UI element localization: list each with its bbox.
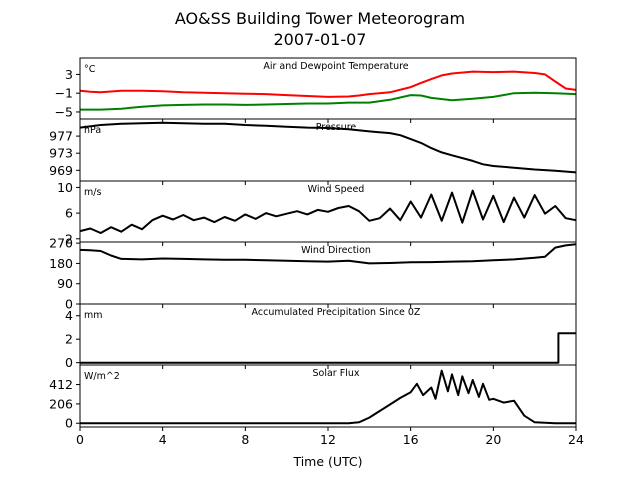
- panel-title-4: Accumulated Precipitation Since 0Z: [252, 307, 421, 318]
- panel-title-1: Pressure: [316, 122, 357, 133]
- x-tick-label-1: 4: [159, 432, 167, 447]
- panel-4: 4 2 0 Accumulated Precipitation Since 0Z mm: [65, 303, 577, 370]
- y-tick-label-3-3: 0: [65, 297, 73, 312]
- panel-unit-4: mm: [84, 310, 103, 321]
- panel-unit-2: m/s: [84, 187, 101, 198]
- panel-unit-5: W/m^2: [84, 371, 120, 382]
- series-line-5-0: [80, 369, 576, 425]
- y-tick-label-5-1: 206: [49, 396, 73, 411]
- y-tick-label-1-0: 977: [49, 129, 73, 144]
- y-tick-label-3-2: 90: [57, 276, 73, 291]
- series-line-2-0: [79, 189, 577, 234]
- x-tick-label-0: 0: [76, 432, 84, 447]
- series-line-3-0: [79, 243, 577, 265]
- panel-5: 412 206 0 Solar Flux W/m^2: [49, 364, 577, 431]
- y-tick-label-2-1: 6: [65, 206, 73, 221]
- y-tick-label-3-1: 180: [49, 256, 73, 271]
- series-line-1-0: [79, 121, 577, 174]
- figure-title-line2: 2007-01-07: [274, 30, 367, 49]
- panel-0: 3 −1 −5 Air and Dewpoint Temperature °C: [55, 57, 577, 123]
- series-line-0-1: [80, 91, 577, 111]
- panel-title-3: Wind Direction: [301, 245, 371, 256]
- panel-1: 977 973 969 Pressure hPa: [49, 118, 577, 185]
- y-tick-label-5-0: 412: [49, 377, 73, 392]
- panel-3: 270 180 90 0 Wind Direction: [49, 236, 577, 312]
- y-tick-label-3-0: 270: [49, 236, 73, 251]
- panel-title-2: Wind Speed: [308, 184, 365, 195]
- figure-title-line1: AO&SS Building Tower Meteorogram: [175, 9, 465, 28]
- x-tick-label-2: 8: [241, 432, 249, 447]
- y-tick-label-5-2: 0: [65, 416, 73, 431]
- y-tick-label-1-2: 969: [49, 163, 73, 178]
- y-tick-label-0-1: −1: [55, 86, 73, 101]
- panel-unit-0: °C: [84, 64, 96, 75]
- series-line-4-0: [80, 332, 576, 364]
- x-tick-label-4: 16: [403, 432, 419, 447]
- x-axis-label: Time (UTC): [292, 454, 362, 469]
- x-axis: 0 4 8 12 16 20 24: [76, 432, 584, 447]
- y-tick-label-4-0: 4: [65, 308, 73, 323]
- panel-unit-1: hPa: [84, 125, 101, 136]
- y-tick-label-0-0: 3: [65, 67, 73, 82]
- y-tick-label-2-0: 10: [57, 180, 73, 195]
- y-tick-label-1-1: 973: [49, 146, 73, 161]
- x-tick-label-5: 20: [485, 432, 501, 447]
- series-line-0-0: [79, 70, 577, 98]
- y-tick-label-2-2: 2: [65, 231, 73, 246]
- y-tick-label-0-2: −5: [55, 104, 73, 119]
- x-tick-label-3: 12: [320, 432, 336, 447]
- y-tick-label-4-2: 0: [65, 355, 73, 370]
- panel-2: 10 6 2 Wind Speed m/s: [57, 180, 577, 246]
- panel-title-0: Air and Dewpoint Temperature: [263, 61, 408, 72]
- y-tick-label-4-1: 2: [65, 332, 73, 347]
- panel-title-5: Solar Flux: [313, 368, 360, 379]
- x-tick-label-6: 24: [568, 432, 584, 447]
